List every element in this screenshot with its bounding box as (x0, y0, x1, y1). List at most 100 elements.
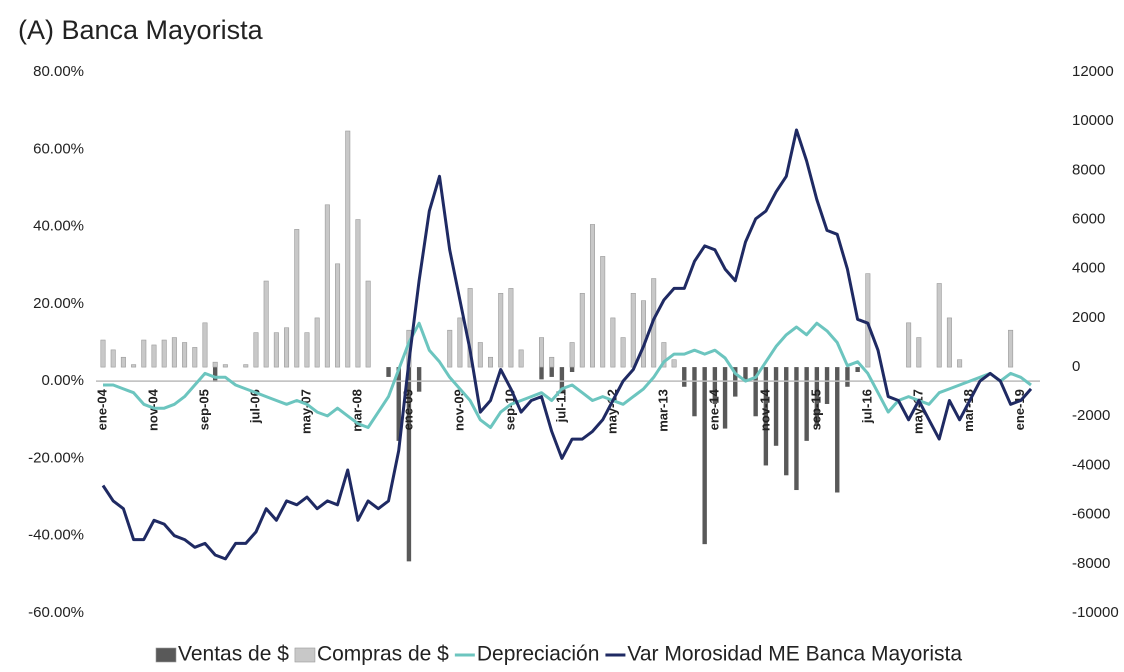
bar (416, 367, 422, 392)
bar (284, 327, 290, 368)
x-tick-label: sep-10 (502, 389, 517, 430)
bar (824, 367, 830, 404)
bar (549, 367, 554, 377)
bar (192, 347, 198, 368)
bar (753, 367, 758, 417)
x-tick-label: nov-14 (757, 388, 772, 431)
legend-label: Compras de $ (317, 643, 449, 666)
bar (365, 280, 371, 368)
bar (763, 367, 769, 466)
bar (692, 367, 697, 417)
bar (539, 367, 544, 380)
y2-tick-label: 12000 (1072, 63, 1114, 80)
bar (569, 367, 575, 373)
bar (161, 339, 167, 368)
y2-tick-label: -4000 (1072, 456, 1110, 473)
x-tick-label: sep-05 (196, 389, 211, 430)
bar (406, 367, 412, 562)
bar (253, 332, 259, 368)
y2-tick-label: -6000 (1072, 506, 1110, 523)
bar (294, 229, 300, 368)
line (101, 128, 1033, 561)
bar (845, 367, 850, 387)
bar (202, 322, 208, 368)
legend-label: Depreciación (477, 643, 600, 666)
bar (508, 288, 514, 368)
bar (457, 317, 463, 368)
bar (212, 367, 218, 382)
bar (661, 342, 667, 368)
y-tick-label: -20.00% (28, 449, 84, 466)
line (103, 321, 1032, 429)
x-tick-label: jul-11 (553, 389, 568, 423)
bar (467, 288, 473, 368)
x-tick-label: ene-14 (706, 388, 721, 430)
y-tick-label: 0.00% (41, 372, 84, 389)
x-tick-label: mar-18 (961, 389, 976, 432)
bar (498, 293, 504, 368)
bar (630, 293, 636, 368)
legend: Ventas de $ Compras de $ Depreciación Var M… (155, 643, 962, 666)
bar (579, 293, 585, 368)
bar (243, 364, 249, 368)
bar (682, 367, 687, 387)
bar (569, 342, 575, 368)
x-tick-label: nov-09 (451, 389, 466, 431)
bar (620, 337, 626, 368)
y2-tick-label: 6000 (1072, 211, 1105, 228)
bar (549, 356, 555, 368)
bar (671, 359, 677, 368)
bar (151, 344, 157, 368)
y2-tick-label: -10000 (1072, 604, 1119, 621)
bar (212, 361, 218, 368)
y-tick-label: 20.00% (33, 295, 84, 312)
bar (120, 356, 126, 368)
bar (855, 367, 860, 373)
bar (600, 256, 606, 368)
bar (1008, 329, 1014, 368)
x-tick-label: nov-04 (145, 388, 160, 431)
y2-tick-label: 2000 (1072, 309, 1105, 326)
bar (946, 317, 952, 368)
y-tick-label: 40.00% (33, 218, 84, 235)
x-tick-label: mar-13 (655, 389, 670, 432)
y-tick-label: 80.00% (33, 63, 84, 80)
bar (314, 317, 320, 368)
bar (957, 359, 963, 368)
bar (722, 367, 728, 429)
y2-tick-label: 4000 (1072, 260, 1105, 277)
y2-tick-label: 8000 (1072, 161, 1105, 178)
legend-swatch (155, 647, 177, 663)
bar (273, 332, 279, 368)
legend-label: Ventas de $ (178, 643, 289, 666)
bar (773, 367, 779, 446)
bar (355, 219, 361, 368)
bar (702, 367, 707, 545)
legend-swatch (294, 647, 316, 663)
bar (712, 367, 718, 404)
bar (100, 339, 106, 368)
chart-title: (A) Banca Mayorista (18, 15, 264, 45)
bar (222, 364, 228, 368)
x-tick-label: sep-15 (808, 389, 823, 430)
bar (916, 337, 922, 368)
bar (865, 273, 871, 368)
legend-label: Var Morosidad ME Banca Mayorista (627, 643, 962, 666)
bar (784, 367, 789, 476)
bar (559, 367, 565, 392)
bar (488, 356, 494, 368)
y2-tick-label: -8000 (1072, 555, 1110, 572)
bar (640, 300, 646, 368)
x-tick-label: jul-16 (859, 389, 874, 424)
x-tick-label: ene-04 (94, 388, 109, 430)
bar (814, 367, 820, 427)
bar (386, 367, 391, 377)
y2-tick-label: 0 (1072, 358, 1080, 375)
y2-tick-label: 10000 (1072, 112, 1114, 129)
bar (610, 317, 616, 368)
bar (110, 349, 116, 368)
bar (304, 332, 310, 368)
bar (335, 263, 341, 368)
bar (477, 342, 483, 368)
